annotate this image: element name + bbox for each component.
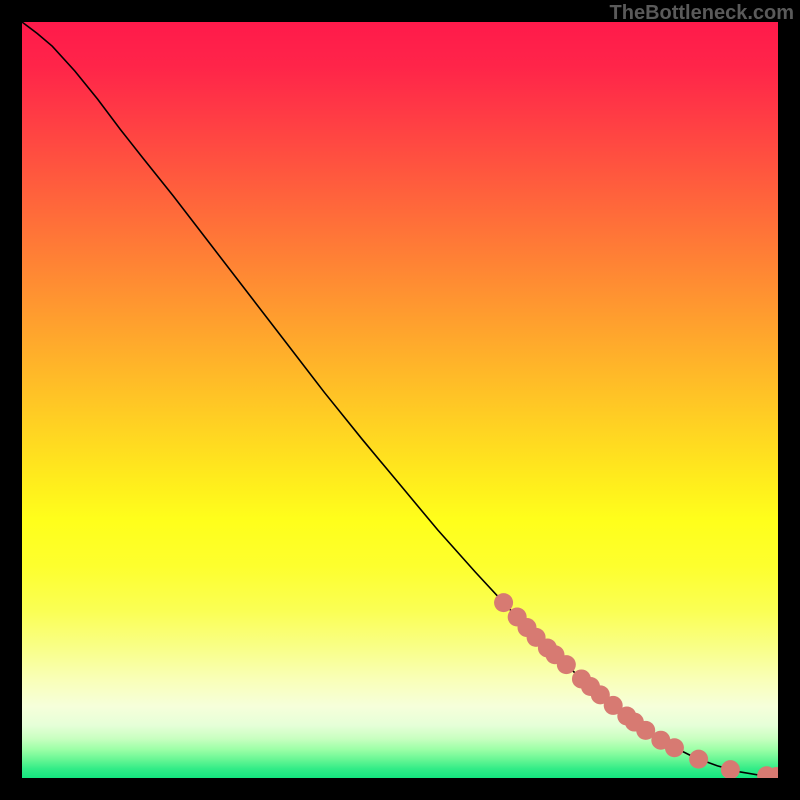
data-marker [689, 750, 708, 769]
chart-svg [22, 22, 778, 778]
chart-plot-area [22, 22, 778, 778]
gradient-background [22, 22, 778, 778]
data-marker [557, 655, 576, 674]
data-marker [665, 738, 684, 757]
watermark-text: TheBottleneck.com [610, 2, 794, 25]
data-marker [494, 593, 513, 612]
